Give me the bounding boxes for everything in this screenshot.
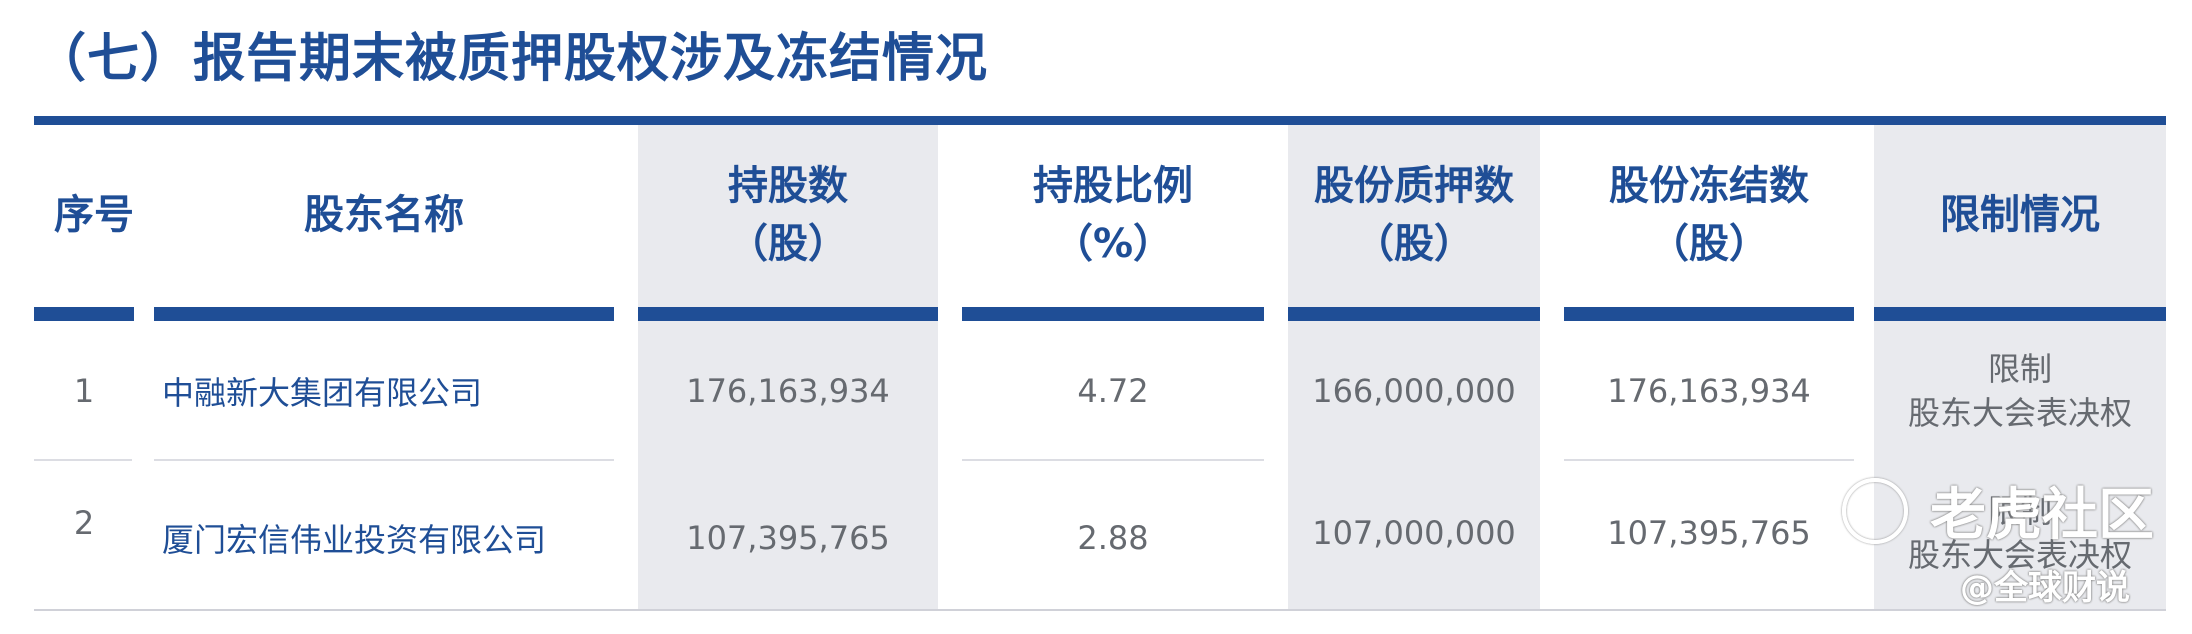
row-divider (154, 459, 614, 461)
row-restriction: 限制 股东大会表决权 (1874, 323, 2166, 459)
header-name-label: 股东名称 (304, 192, 464, 238)
header-shares: 持股数 （股） (638, 125, 938, 305)
header-name: 股东名称 (154, 125, 614, 305)
table-bottom-rule (34, 609, 2166, 611)
watermark-site: 老虎社区 (1930, 483, 2154, 548)
header-ratio-unit: （%） (1052, 221, 1174, 267)
row-restriction-detail: 股东大会表决权 (1907, 536, 2132, 574)
shares-column-shade (638, 125, 938, 610)
row-seq: 1 (73, 372, 95, 410)
header-frozen-unit: （股） (1649, 221, 1769, 267)
row-divider (962, 459, 1264, 461)
row-divider (1564, 459, 1854, 461)
header-rule-ratio (962, 307, 1264, 321)
row-shares: 107,395,765 (686, 519, 890, 557)
header-pledged-unit: （股） (1354, 221, 1474, 267)
header-rule-frozen (1564, 307, 1854, 321)
header-restriction: 限制情况 (1874, 125, 2166, 305)
header-rule-seq (34, 307, 134, 321)
watermark-logo-icon (1842, 478, 1908, 544)
row-pledged: 107,000,000 (1312, 514, 1516, 552)
row-restriction-detail: 股东大会表决权 (1907, 394, 2132, 432)
header-pledged: 股份质押数 （股） (1288, 125, 1540, 305)
header-seq: 序号 (34, 125, 154, 305)
pledged-column-shade (1288, 125, 1540, 610)
header-restriction-label: 限制情况 (1940, 192, 2100, 238)
top-rule (34, 116, 2166, 125)
header-rule-name (154, 307, 614, 321)
header-ratio: 持股比例 （%） (962, 125, 1264, 305)
header-seq-label: 序号 (54, 192, 134, 238)
watermark-handle: @全球财说 (1960, 568, 2130, 608)
row-restriction-type: 限制 (1987, 492, 2052, 530)
header-rule-restriction (1874, 307, 2166, 321)
row-pledged: 166,000,000 (1312, 372, 1516, 410)
row-restriction-type: 限制 (1987, 350, 2052, 388)
row-frozen: 107,395,765 (1607, 514, 1811, 552)
row-restriction: 限制 股东大会表决权 (1874, 463, 2166, 603)
row-shares: 176,163,934 (686, 372, 890, 410)
row-frozen: 176,163,934 (1607, 372, 1811, 410)
header-shares-label: 持股数 (728, 163, 848, 209)
header-ratio-label: 持股比例 (1033, 163, 1193, 209)
row-divider (34, 459, 132, 461)
header-rule-pledged (1288, 307, 1540, 321)
header-frozen: 股份冻结数 （股） (1564, 125, 1854, 305)
header-shares-unit: （股） (728, 221, 848, 267)
restriction-column-shade (1874, 125, 2166, 610)
header-rule-shares (638, 307, 938, 321)
row-ratio: 4.72 (1077, 372, 1149, 410)
row-shareholder-name: 中融新大集团有限公司 (162, 374, 483, 412)
section-title: （七）报告期末被质押股权涉及冻结情况 (34, 29, 989, 89)
row-seq: 2 (73, 504, 95, 542)
header-frozen-label: 股份冻结数 (1609, 163, 1809, 209)
row-shareholder-name: 厦门宏信伟业投资有限公司 (162, 521, 547, 559)
row-ratio: 2.88 (1077, 519, 1149, 557)
header-pledged-label: 股份质押数 (1314, 163, 1514, 209)
